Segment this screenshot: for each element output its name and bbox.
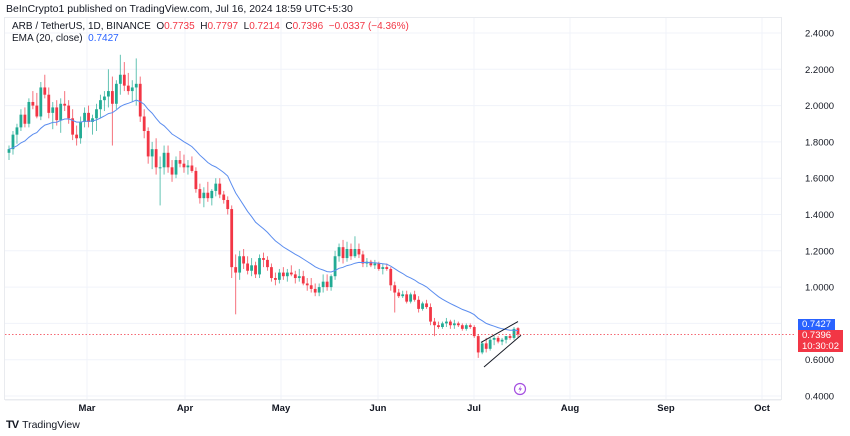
high-value: 0.7797: [207, 21, 239, 32]
low-value: 0.7214: [249, 21, 280, 32]
close-label: C: [285, 21, 293, 32]
ema-line: [8, 99, 519, 332]
y-axis-label: 1.8000: [805, 137, 834, 148]
y-axis-label: 0.4000: [805, 392, 834, 403]
y-axis-label: 1.2000: [805, 246, 834, 257]
footer: TV TradingView: [6, 419, 80, 431]
x-axis-label: Sep: [657, 403, 675, 414]
x-axis-label: Jul: [467, 403, 481, 414]
wedge-lower-trendline[interactable]: [483, 334, 522, 368]
ema-row: EMA (20, close) 0.7427: [12, 33, 409, 45]
close-value: 0.7396: [292, 21, 324, 32]
symbol-label[interactable]: ARB / TetherUS, 1D, BINANCE: [12, 21, 151, 32]
x-axis-label: Mar: [79, 403, 96, 414]
tradingview-logo-icon: TV: [6, 419, 19, 431]
x-axis-label: Apr: [177, 403, 194, 414]
ema-price-badge: 0.7427: [798, 319, 836, 330]
last-price-value: 0.7396: [802, 330, 832, 341]
x-axis-label: Jun: [370, 403, 387, 414]
low-label: L: [243, 21, 250, 32]
y-axis-label: 1.0000: [805, 283, 834, 294]
wedge-upper-trendline[interactable]: [480, 321, 519, 343]
x-axis-label: Aug: [561, 403, 580, 414]
high-label: H: [200, 21, 208, 32]
x-axis-label: Oct: [754, 403, 771, 414]
published-caption: BeInCrypto1 published on TradingView.com…: [6, 3, 353, 15]
open-label: O: [156, 21, 165, 32]
y-axis-label: 2.2000: [805, 65, 834, 76]
ema-value: 0.7427: [88, 33, 119, 44]
chart-legend: ARB / TetherUS, 1D, BINANCE O0.7735 H0.7…: [12, 21, 409, 45]
open-value: 0.7735: [164, 21, 195, 32]
y-axis-label: 2.4000: [805, 29, 834, 40]
y-axis-label: 1.6000: [805, 174, 834, 185]
change-value: −0.0337 (−4.36%): [328, 21, 409, 32]
bar-countdown: 10:30:02: [802, 341, 839, 352]
x-axis-label: May: [272, 403, 291, 414]
last-price-badge: 0.7396 10:30:02: [798, 330, 843, 352]
ohlc-row: ARB / TetherUS, 1D, BINANCE O0.7735 H0.7…: [12, 21, 409, 33]
y-axis-label: 1.4000: [805, 210, 834, 221]
candles: [7, 54, 520, 358]
lightning-event-icon[interactable]: [513, 382, 527, 396]
y-axis-label: 2.0000: [805, 101, 834, 112]
tradingview-brand: TradingView: [22, 419, 80, 431]
y-axis-label: 0.6000: [805, 355, 834, 366]
ema-label[interactable]: EMA (20, close): [12, 33, 83, 44]
